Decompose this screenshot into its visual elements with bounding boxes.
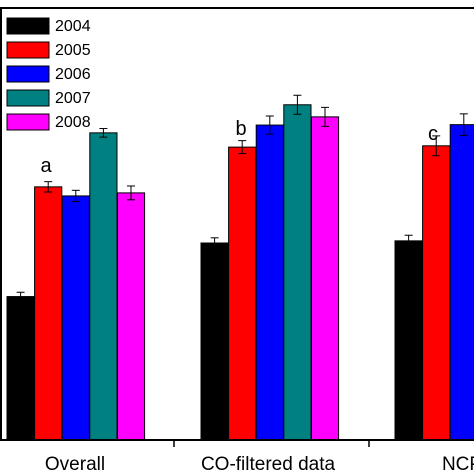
bar-2005-2 <box>228 146 257 441</box>
legend-swatch-2007 <box>6 89 50 107</box>
legend-item-2006: 2006 <box>6 65 91 83</box>
bar-2004-2 <box>200 242 229 441</box>
legend-item-2008: 2008 <box>6 113 91 131</box>
group-annotation-1: a <box>40 155 52 177</box>
error-bar-2004-3 <box>404 234 413 247</box>
x-tick-label-3: NCP <box>442 454 474 474</box>
legend-swatch-2006 <box>6 65 50 83</box>
bar-2008-1 <box>116 192 146 441</box>
error-bar-2006-1 <box>71 189 80 203</box>
error-bar-2008-2 <box>321 106 329 127</box>
annotations-layer: a b c <box>40 118 438 177</box>
error-bar-2007-2 <box>293 94 302 115</box>
error-bar-2006-3 <box>459 113 468 136</box>
legend-label-2008: 2008 <box>55 114 91 131</box>
bar-2008-2 <box>310 116 340 441</box>
error-bar-2008-1 <box>127 185 135 201</box>
group-annotation-2: b <box>235 118 246 140</box>
legend-swatch-2005 <box>6 41 50 59</box>
group-annotation-3: c <box>428 123 438 145</box>
error-bar-2006-2 <box>265 115 274 135</box>
error-bar-2007-1 <box>99 128 108 138</box>
error-bars-layer <box>16 94 468 302</box>
legend-swatch-2004 <box>6 17 50 35</box>
legend-item-2004: 2004 <box>6 17 91 35</box>
bar-2007-1 <box>89 132 118 441</box>
legend: 2004 2005 2006 2007 2008 <box>6 17 91 131</box>
legend-label-2007: 2007 <box>55 90 91 107</box>
error-bar-2004-2 <box>210 237 219 249</box>
legend-label-2004: 2004 <box>55 18 91 35</box>
error-bar-2005-3 <box>432 135 441 157</box>
error-bar-2005-1 <box>44 181 53 193</box>
bar-2007-2 <box>283 104 312 441</box>
bar-2004-1 <box>6 296 35 441</box>
bars-layer <box>6 104 474 441</box>
legend-item-2007: 2007 <box>6 89 91 107</box>
legend-swatch-2008 <box>6 113 50 131</box>
bar-2004-3 <box>394 240 423 441</box>
bar-2006-3 <box>449 124 474 441</box>
error-bar-2004-1 <box>16 291 25 302</box>
legend-item-2005: 2005 <box>6 41 91 59</box>
x-tick-label-2: CO-filtered data <box>201 454 336 474</box>
bar-2006-1 <box>61 195 90 441</box>
bar-2006-2 <box>255 124 284 441</box>
legend-label-2005: 2005 <box>55 42 91 59</box>
x-tick-label-1: Overall <box>45 454 105 474</box>
bar-2005-1 <box>34 186 63 441</box>
bar-2005-3 <box>422 145 451 441</box>
error-bar-2005-2 <box>238 140 247 155</box>
legend-label-2006: 2006 <box>55 66 91 83</box>
axes-layer: Overall CO-filtered data NCP <box>0 7 474 474</box>
